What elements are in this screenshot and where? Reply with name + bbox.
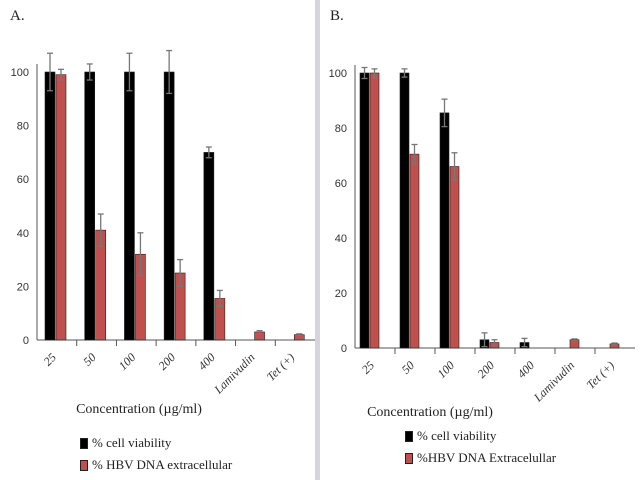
bar xyxy=(124,71,135,341)
chart-panel-b: B. 0 20 40 60 80 100 25 50 100 200 400 Lamivudin Tet… xyxy=(320,0,640,480)
x-tick-label: 400 xyxy=(195,350,218,373)
x-tick-label: 50 xyxy=(80,350,98,368)
bar xyxy=(44,71,56,341)
legend: % cell viability % HBV DNA extracellular xyxy=(80,432,232,476)
bar xyxy=(399,72,410,349)
y-tick-label: 0 xyxy=(341,343,347,355)
y-tick-label: 60 xyxy=(335,178,347,190)
y-tick-label: 0 xyxy=(23,335,29,347)
panel-divider xyxy=(315,0,320,480)
bar xyxy=(84,71,96,341)
legend-item: % cell viability xyxy=(80,432,232,454)
x-tick-label: 25 xyxy=(41,350,59,368)
panel-label: B. xyxy=(330,8,344,24)
chart-panel-a: A. 0 20 40 60 80 100 25 50 100 200 400 Lamivudin Tet… xyxy=(0,0,315,480)
bar xyxy=(55,74,67,341)
legend-label: % cell viability xyxy=(417,428,497,443)
legend-swatch xyxy=(405,430,413,442)
x-tick-label: 200 xyxy=(474,358,497,381)
y-tick-label: 80 xyxy=(335,123,347,135)
legend-label: % HBV DNA extracellular xyxy=(92,457,233,472)
bar xyxy=(439,112,450,349)
bar xyxy=(449,166,460,349)
legend-item: % cell viability xyxy=(405,425,556,447)
panel-label: A. xyxy=(10,8,25,24)
x-tick-label: Tet (+) xyxy=(584,358,617,391)
bar xyxy=(409,153,420,349)
x-tick-label: 100 xyxy=(116,350,139,373)
y-tick-label: 20 xyxy=(335,288,347,300)
x-tick-label: 100 xyxy=(434,358,457,381)
y-tick-label: 80 xyxy=(17,121,29,133)
x-tick-label: 200 xyxy=(155,350,178,373)
x-tick-label: 400 xyxy=(514,358,537,381)
legend-label: %HBV DNA Extracelullar xyxy=(417,450,557,465)
x-axis-label: Concentration (µg/ml) xyxy=(76,402,202,417)
bar xyxy=(359,72,370,349)
y-tick-label: 20 xyxy=(17,281,29,293)
legend: % cell viability %HBV DNA Extracelullar xyxy=(405,425,556,469)
legend-label: % cell viability xyxy=(92,435,172,450)
bar xyxy=(369,72,380,349)
x-axis-label: Concentration (µg/ml) xyxy=(367,405,493,420)
legend-item: %HBV DNA Extracelullar xyxy=(405,447,556,469)
x-tick-label: Lamivudin xyxy=(530,358,577,405)
legend-swatch xyxy=(80,437,88,449)
y-tick-label: 40 xyxy=(17,228,29,240)
y-tick-label: 100 xyxy=(329,68,347,80)
legend-swatch xyxy=(80,459,88,471)
bar xyxy=(163,71,175,341)
x-tick-label: 25 xyxy=(359,358,377,376)
bar xyxy=(203,152,215,341)
x-tick-label: 50 xyxy=(399,358,417,376)
y-tick-label: 60 xyxy=(17,174,29,186)
y-tick-label: 40 xyxy=(335,233,347,245)
y-tick-label: 100 xyxy=(11,67,29,79)
x-tick-label: Tet (+) xyxy=(264,350,297,383)
legend-item: % HBV DNA extracellular xyxy=(80,454,232,476)
legend-swatch xyxy=(405,452,413,464)
x-tick-label: Lamivudin xyxy=(211,350,258,397)
